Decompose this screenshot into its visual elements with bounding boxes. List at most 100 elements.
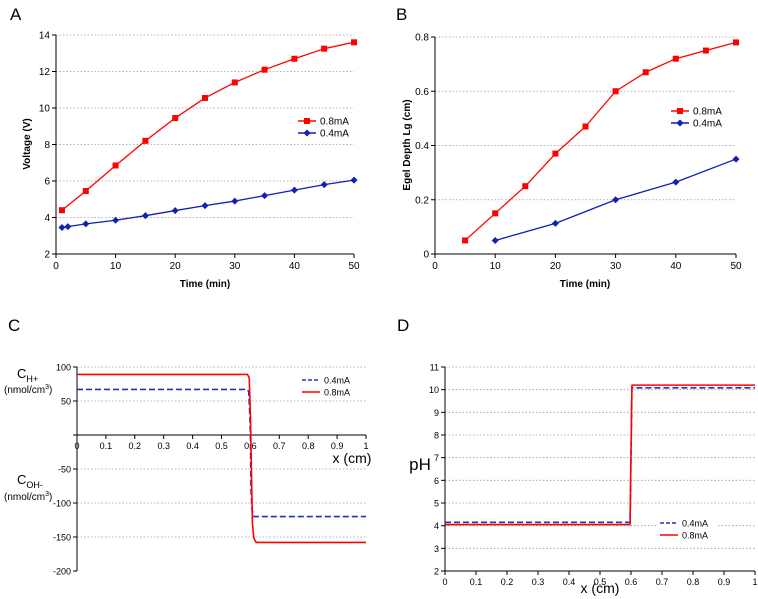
x-tick-label: 0.1 (470, 577, 483, 587)
legend-marker (304, 118, 310, 124)
data-point (142, 137, 149, 144)
y-tick-label: 6 (434, 476, 439, 486)
series-line (61, 41, 355, 211)
data-point (112, 162, 119, 169)
unit-close: ) (49, 385, 52, 396)
series-0.4mA (491, 155, 740, 244)
x-tick-label: 0.7 (273, 441, 286, 451)
data-point (732, 155, 740, 163)
data-point (261, 192, 269, 200)
panel-B: B 0 0.2 0.4 0.6 0.8 0 10 20 30 40 50 Time (min) Egel … (396, 5, 742, 290)
legend-label: 0.4mA (693, 119, 722, 130)
series-0.4mA (77, 388, 366, 518)
panel-letter: D (397, 316, 409, 335)
panel-letter: A (10, 5, 22, 24)
unit-superscript: 3 (45, 491, 49, 498)
c-h-label-symbol: C (17, 366, 26, 381)
x-tick-label: 0.3 (157, 441, 170, 451)
y-axis-label: Egel Depth Lg (cm) (402, 99, 413, 190)
series-0.4mA (445, 387, 755, 524)
x-axis-label: Time (min) (560, 279, 610, 290)
y-tick-label: 12 (39, 67, 51, 78)
panel-C: C-200-150-100-505010000.10.20.30.40.50.6… (4, 316, 371, 577)
data-point (82, 220, 90, 228)
panel-A: A 2 4 6 8 10 12 14 0 10 20 30 40 50 Time (min) Voltage … (10, 5, 360, 290)
data-point (551, 219, 559, 227)
y-tick-label: 0.2 (415, 195, 429, 206)
data-point (552, 150, 559, 157)
x-tick-label: 20 (550, 261, 562, 272)
y-tick-label: 100 (56, 363, 71, 373)
panel-letter: B (396, 5, 407, 24)
series-line (445, 387, 755, 524)
legend: 0.4mA 0.8mA (299, 371, 359, 401)
x-axis-label: x (cm) (333, 450, 372, 466)
data-point (291, 55, 298, 62)
x-tick-label: 0.9 (331, 441, 344, 451)
x-tick-label: 0.8 (302, 441, 315, 451)
x-tick-label: 0 (53, 261, 59, 272)
data-point (491, 236, 499, 244)
x-tick-label: 0.2 (501, 577, 514, 587)
data-point (321, 45, 328, 52)
series-line (61, 179, 355, 229)
c-oh-label-subscript: OH- (26, 480, 43, 490)
x-tick-label: 0.4 (186, 441, 199, 451)
y-tick-label: 3 (434, 544, 439, 554)
y-tick-label: 9 (434, 408, 439, 418)
y-tick-label: -50 (58, 465, 71, 475)
y-tick-label: 2 (434, 567, 439, 577)
legend-box (299, 371, 359, 401)
data-point (64, 223, 72, 231)
y-tick-label: 4 (44, 213, 50, 224)
data-point (672, 178, 680, 186)
y-tick-label: 0.4 (415, 141, 429, 152)
data-point (702, 47, 709, 54)
c-oh-label-symbol: C (17, 472, 26, 487)
x-tick-label: 0.5 (594, 577, 607, 587)
x-tick-label: 40 (289, 261, 301, 272)
series-0.8mA (462, 39, 739, 244)
x-tick-label: 0 (442, 577, 447, 587)
y-tick-label: 8 (44, 140, 50, 151)
series-0.8mA (445, 384, 755, 526)
legend-label: 0.8mA (693, 107, 722, 118)
x-tick-label: 20 (170, 261, 182, 272)
series-0.4mA (58, 176, 358, 232)
series-line (445, 384, 755, 526)
x-axis-label: Time (min) (180, 279, 230, 290)
y-tick-label: 5 (434, 499, 439, 509)
legend-label: 0.4mA (320, 129, 349, 140)
c-h-label: CH+ (17, 366, 38, 384)
x-tick-label: 0.6 (625, 577, 638, 587)
x-tick-label: 0.8 (687, 577, 700, 587)
data-point (231, 79, 238, 86)
x-tick-label: 0.5 (215, 441, 228, 451)
x-tick-label: 30 (229, 261, 241, 272)
y-tick-label: 11 (430, 363, 439, 373)
y-tick-label: 2 (44, 250, 50, 261)
series-line (464, 41, 737, 241)
x-tick-label: 0.9 (718, 577, 731, 587)
data-point (171, 207, 179, 215)
unit-close: ) (49, 492, 52, 503)
legend: 0.4mA 0.8mA (657, 514, 717, 543)
x-axis-label: x (cm) (581, 580, 620, 596)
y-tick-label: 7 (434, 453, 439, 463)
series-line (77, 388, 366, 518)
data-point (58, 207, 65, 214)
data-point (612, 196, 620, 204)
y-axis-label: Voltage (V) (22, 118, 33, 169)
legend-box (657, 514, 717, 543)
y-tick-label: 50 (61, 397, 71, 407)
data-point (672, 55, 679, 62)
unit-text: (nmol/cm (4, 385, 45, 396)
legend-label: 0.8mA (682, 531, 708, 541)
y-tick-label: 6 (44, 177, 50, 188)
x-tick-label: 50 (348, 261, 360, 272)
legend-label: 0.8mA (320, 117, 349, 128)
y-tick-label: -100 (53, 499, 71, 509)
